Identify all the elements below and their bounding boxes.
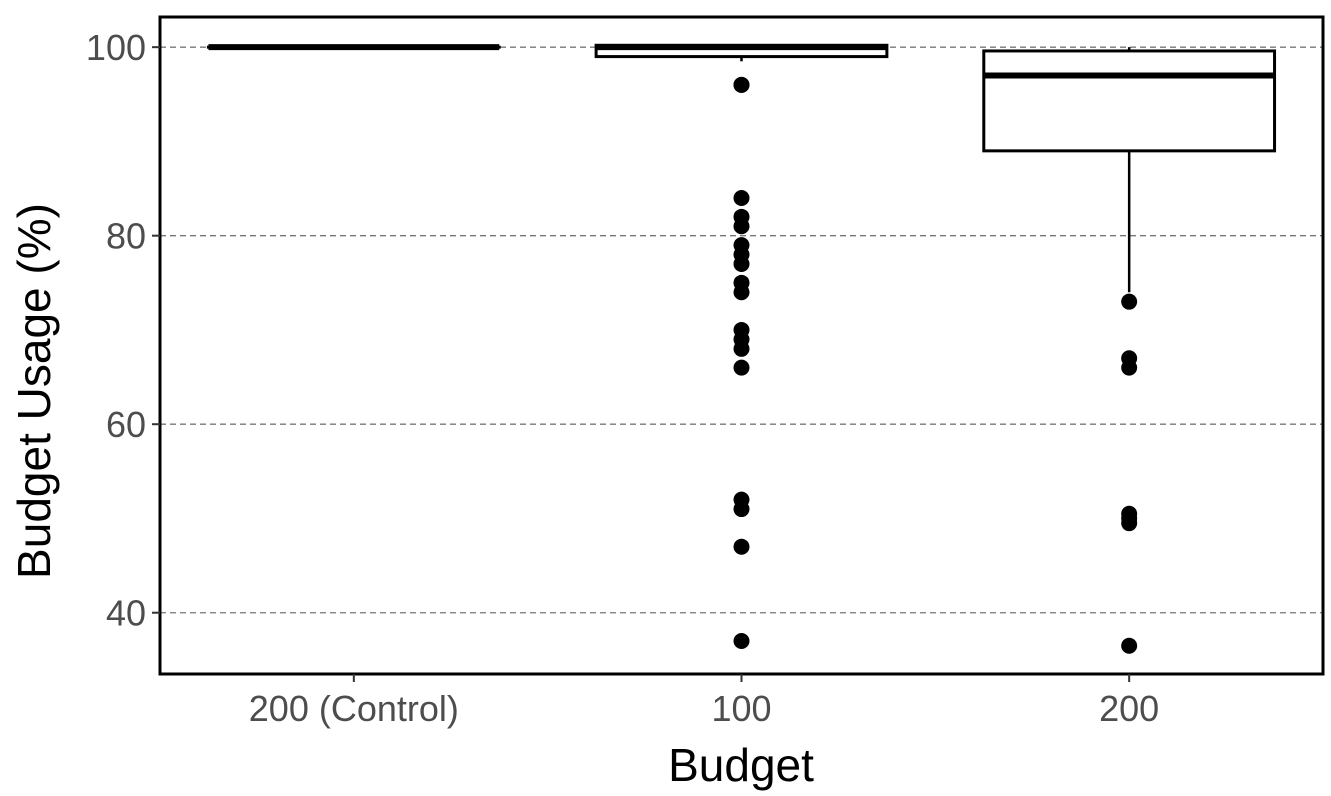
outlier-layer <box>733 76 1138 654</box>
y-tick-label: 100 <box>86 27 146 68</box>
outlier-point <box>1121 359 1138 376</box>
box-group <box>982 47 1277 293</box>
outlier-point <box>1121 515 1138 532</box>
outlier-point <box>733 633 750 650</box>
outlier-point <box>733 218 750 235</box>
outlier-point <box>733 538 750 555</box>
x-tick-label: 200 (Control) <box>249 688 459 729</box>
outlier-point <box>733 284 750 301</box>
y-axis-title: Budget Usage (%) <box>8 203 60 579</box>
outlier-point <box>733 76 750 93</box>
x-tick-label: 200 <box>1099 688 1159 729</box>
outlier-point <box>1121 637 1138 654</box>
y-tick-label: 60 <box>106 404 146 445</box>
box-layer <box>206 43 1277 293</box>
y-tick-label: 40 <box>106 593 146 634</box>
outlier-point <box>1121 293 1138 310</box>
outlier-point <box>733 359 750 376</box>
x-tick-label: 100 <box>711 688 771 729</box>
y-tick-label: 80 <box>106 216 146 257</box>
outlier-point <box>733 501 750 518</box>
axis-layer: 40 60 80 100 200 (Control) 100 200 <box>86 27 1159 729</box>
box-group <box>594 43 889 62</box>
iqr-box <box>982 49 1277 153</box>
x-axis-title: Budget <box>668 739 814 791</box>
outlier-point <box>733 340 750 357</box>
outlier-point <box>733 255 750 272</box>
outlier-point <box>733 189 750 206</box>
